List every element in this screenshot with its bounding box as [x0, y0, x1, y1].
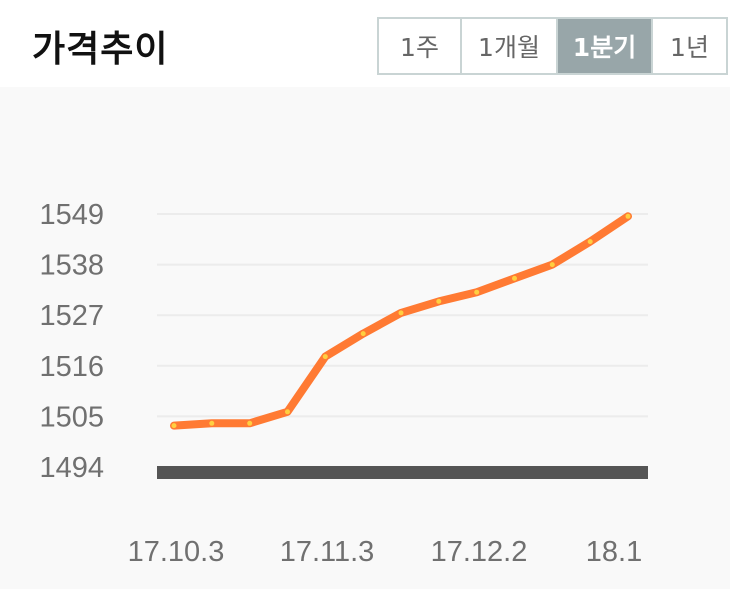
data-point: [436, 298, 442, 304]
tab-1-quarter[interactable]: 1분기: [558, 19, 653, 73]
x-tick-label: 17.11.3: [280, 536, 375, 568]
tab-1-year[interactable]: 1년: [670, 33, 709, 62]
data-point: [512, 275, 517, 281]
x-tick-label: 17.12.2: [431, 536, 528, 568]
data-point: [625, 213, 631, 219]
tab-1-month[interactable]: 1개월: [462, 19, 558, 73]
data-point: [549, 262, 555, 268]
data-point: [171, 423, 177, 429]
data-points: [171, 213, 631, 429]
period-tabs: 1주 1개월 1분기 1년: [377, 17, 728, 75]
data-point: [247, 420, 253, 426]
x-tick-label: 18.1: [586, 536, 642, 568]
x-axis-ticks: 17.10.3 17.11.3 17.12.2 18.1: [128, 536, 643, 568]
y-tick-label: 1516: [39, 351, 104, 383]
data-point: [587, 239, 593, 245]
y-tick-label: 1494: [39, 452, 104, 484]
data-point: [474, 289, 480, 295]
data-point: [398, 310, 404, 316]
x-tick-label: 17.10.3: [128, 536, 225, 568]
series-line: [170, 212, 632, 430]
data-point: [360, 331, 366, 337]
y-tick-label: 1527: [39, 300, 104, 332]
data-point: [285, 409, 290, 415]
y-tick-label: 1549: [39, 199, 104, 231]
y-axis-ticks: 1549 1538 1527 1516 1505 1494: [39, 199, 104, 484]
chart-baseline: [157, 466, 648, 479]
page-title: 가격추이: [32, 29, 169, 70]
data-point: [209, 420, 215, 426]
chart-area: 1549 1538 1527 1516 1505 1494 17.10.3 17.11.3 1…: [0, 87, 730, 589]
data-point: [322, 354, 328, 360]
tab-1-week[interactable]: 1주: [379, 19, 462, 73]
y-tick-label: 1505: [39, 401, 104, 433]
y-tick-label: 1538: [39, 250, 104, 282]
